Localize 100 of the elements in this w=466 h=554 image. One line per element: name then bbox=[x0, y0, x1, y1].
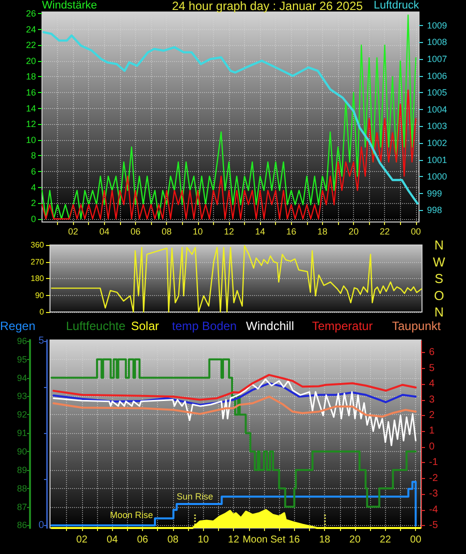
x-tick-label: 20 bbox=[348, 226, 359, 236]
y-tick-label: 86 bbox=[16, 520, 27, 530]
y2-axis-title: Luftdruck bbox=[374, 0, 420, 12]
y2-tick-label: 5 bbox=[429, 362, 435, 374]
x-tick-label: 12 bbox=[228, 534, 240, 546]
x-tick-label: 08 bbox=[162, 226, 172, 236]
y2-tick-label: -2 bbox=[429, 472, 438, 484]
x-tick-label: 16 bbox=[286, 226, 296, 236]
y-tick-label: 91 bbox=[16, 428, 27, 438]
y-tick-label: 6 bbox=[30, 166, 36, 176]
x-tick-label: 02 bbox=[68, 226, 78, 236]
x-tick-label: 18 bbox=[317, 226, 328, 236]
x-tick-label: 00 bbox=[410, 534, 422, 546]
y2-tick-label: 1005 bbox=[427, 88, 448, 98]
y-tick-label: 4 bbox=[30, 182, 36, 192]
line-series bbox=[52, 374, 417, 401]
text: O bbox=[434, 288, 444, 303]
y-tick-label: 93 bbox=[16, 391, 27, 402]
line-series bbox=[41, 90, 416, 220]
y2-tick-label: 1007 bbox=[427, 54, 448, 64]
y2-tick-label: 1000 bbox=[427, 172, 448, 182]
line-series bbox=[42, 31, 419, 205]
x-tick-label: 14 bbox=[255, 226, 266, 236]
y-tick-label: 16 bbox=[26, 88, 36, 98]
y2-tick-label: -3 bbox=[429, 488, 438, 500]
y2-tick-label: 6 bbox=[429, 347, 435, 358]
y-tick-label: 180 bbox=[30, 274, 45, 283]
x-tick-label: 04 bbox=[99, 226, 110, 236]
y-tick-label: 20 bbox=[26, 56, 36, 66]
y2-tick-label: 1006 bbox=[427, 70, 448, 81]
x-tick-label: 04 bbox=[106, 534, 118, 546]
y2-tick-label: 999 bbox=[427, 188, 442, 198]
x-tick-label: 00 bbox=[410, 226, 421, 236]
text: N bbox=[434, 238, 444, 252]
y3-tick-label: 5 bbox=[38, 336, 44, 347]
text: Temperatur bbox=[312, 319, 373, 333]
x-tick-label: 22 bbox=[380, 534, 392, 546]
y-tick-label: 95 bbox=[16, 354, 27, 364]
text: Luftfeuchte bbox=[66, 319, 126, 333]
y-tick-label: 12 bbox=[26, 119, 36, 130]
y2-tick-label: 1008 bbox=[427, 37, 448, 48]
line-series bbox=[52, 382, 417, 406]
y2-tick-label: -4 bbox=[429, 504, 438, 516]
x-tick-label: 18 bbox=[319, 534, 331, 546]
y2-tick-label: 998 bbox=[427, 205, 442, 216]
line-series bbox=[52, 396, 417, 418]
y-tick-label: 87 bbox=[16, 502, 27, 512]
x-tick-label: 12 bbox=[224, 226, 234, 236]
y2-tick-label: -5 bbox=[429, 520, 438, 532]
y-tick-label: 89 bbox=[16, 464, 27, 475]
x-tick-label: 08 bbox=[167, 534, 179, 546]
text: Windchill bbox=[246, 319, 294, 333]
text: N bbox=[434, 304, 444, 320]
text: Solar bbox=[131, 319, 160, 333]
y-tick-label: 24 bbox=[26, 24, 36, 34]
y-tick-label: 88 bbox=[16, 483, 27, 494]
ref-line-label: Sun Rise bbox=[176, 491, 214, 502]
y2-tick-label: 4 bbox=[429, 378, 435, 390]
text: W bbox=[432, 254, 446, 270]
x-tick-label: 20 bbox=[349, 534, 361, 546]
x-tick-label: 10 bbox=[198, 534, 210, 546]
y-tick-label: 22 bbox=[26, 40, 36, 50]
y2-tick-label: 1002 bbox=[427, 138, 448, 148]
y-tick-label: 18 bbox=[26, 72, 36, 82]
y-tick-label: 14 bbox=[26, 103, 36, 114]
chart-title: 24 hour graph day : Januar 26 2025 bbox=[172, 0, 364, 13]
x-tick-label: 10 bbox=[192, 226, 203, 236]
y-tick-label: 360 bbox=[30, 240, 45, 250]
x-tick-label: 06 bbox=[130, 226, 140, 236]
x-tick-label: 16 bbox=[288, 534, 300, 546]
y2-tick-label: 3 bbox=[429, 394, 435, 406]
y-tick-label: 94 bbox=[16, 372, 27, 383]
line-series bbox=[52, 378, 416, 446]
y-tick-label: 96 bbox=[16, 336, 27, 346]
text: Taupunkt bbox=[392, 319, 442, 333]
y2-tick-label: 2 bbox=[429, 410, 435, 422]
y-tick-label: 0 bbox=[30, 214, 36, 224]
line-series bbox=[41, 14, 416, 220]
x-tick-label: 02 bbox=[76, 534, 88, 546]
y-axis-title: Windstärke bbox=[42, 0, 98, 12]
y-tick-label: 10 bbox=[26, 134, 36, 145]
text: Regen bbox=[0, 319, 36, 333]
y-tick-label: 270 bbox=[30, 257, 45, 266]
text: Moon Set bbox=[242, 534, 286, 546]
y-tick-label: 90 bbox=[16, 446, 27, 457]
text: temp Boden bbox=[172, 319, 237, 333]
text: S bbox=[434, 271, 444, 286]
y2-tick-label: 1009 bbox=[427, 20, 448, 30]
x-tick-label: 22 bbox=[380, 226, 390, 236]
x-tick-label: 06 bbox=[137, 534, 149, 546]
annotation: Moon Rise bbox=[110, 510, 153, 520]
y2-tick-label: 1004 bbox=[427, 104, 448, 114]
y-tick-label: 90 bbox=[35, 290, 45, 300]
y-tick-label: 26 bbox=[26, 8, 36, 19]
y-tick-label: 2 bbox=[30, 198, 36, 208]
y2-tick-label: 1003 bbox=[427, 121, 448, 132]
y2-tick-label: 0 bbox=[429, 441, 435, 452]
y-tick-label: 8 bbox=[30, 150, 36, 161]
y2-tick-label: 1 bbox=[429, 426, 435, 437]
y-tick-label: 92 bbox=[16, 410, 27, 420]
